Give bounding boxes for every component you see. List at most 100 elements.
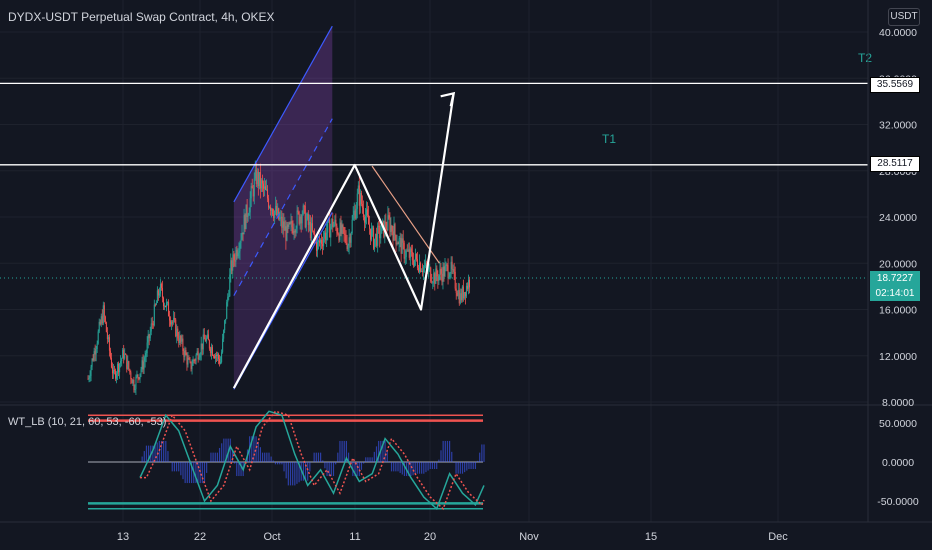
candle-body [419, 262, 420, 272]
candle-body [376, 233, 378, 246]
price-tag-last: 18.7227 02:14:01 [870, 271, 920, 301]
candle-body [417, 267, 419, 272]
price-tag-resistance-2: 28.5117 [870, 156, 920, 172]
candle-body [241, 232, 243, 240]
candle-body [405, 250, 407, 258]
candle-body [462, 286, 464, 299]
candle-body [285, 226, 287, 241]
candle-body [145, 353, 147, 358]
time-tick-label: Oct [263, 531, 280, 543]
candle-body [282, 221, 284, 228]
candle-body [169, 316, 171, 321]
countdown: 02:14:01 [875, 288, 915, 299]
candle-body [370, 228, 372, 240]
candle-body [156, 290, 158, 303]
candle-body [396, 243, 398, 245]
candle-body [338, 234, 340, 241]
candle-body [130, 372, 132, 380]
candle-body [263, 186, 265, 189]
candle-body [447, 265, 449, 279]
candle-body [464, 292, 466, 297]
candle-body [147, 334, 149, 343]
candle-body [97, 331, 99, 344]
indicator-title: WT_LB (10, 21, 60, 53, -60, -53) [8, 416, 167, 428]
candle-body [398, 238, 400, 245]
candle-body [175, 319, 177, 337]
candle-body [429, 267, 431, 269]
candle-body [390, 225, 392, 233]
candle-body [351, 219, 353, 234]
candle-body [240, 239, 242, 243]
candle-body [308, 221, 310, 225]
candle-body [425, 262, 427, 267]
candle-body [221, 352, 223, 363]
candle-body [280, 216, 282, 218]
currency-button[interactable]: USDT [888, 8, 920, 26]
candle-body [119, 363, 121, 373]
candle-body [445, 264, 447, 266]
candle-body [133, 379, 135, 391]
candle-body [336, 225, 338, 234]
candle-body [193, 359, 195, 361]
candle-body [100, 316, 102, 325]
pattern-path [232, 93, 455, 389]
indicator-tick-label: 0.0000 [882, 457, 914, 469]
candle-body [247, 215, 249, 218]
t1-label: T1 [602, 132, 616, 146]
candles [87, 160, 470, 396]
price-tick-label: 12.0000 [879, 351, 917, 363]
time-tick-label: Nov [519, 531, 539, 543]
candle-body [212, 355, 214, 357]
candle-body [455, 288, 457, 293]
candle-body [158, 293, 160, 296]
candle-body [227, 296, 229, 303]
candle-body [92, 358, 94, 361]
candle-body [379, 226, 381, 239]
candle-body [126, 354, 128, 369]
candle-body [414, 253, 416, 260]
candle-body [154, 304, 156, 306]
candle-body [178, 338, 180, 344]
candle-body [373, 227, 375, 249]
candle-body [459, 293, 461, 304]
candle-body [172, 321, 174, 323]
candle-body [395, 235, 397, 245]
candle-body [439, 268, 441, 275]
candle-body [194, 360, 196, 361]
candle-body [258, 172, 260, 187]
candle-body [356, 193, 358, 209]
candle-body [458, 289, 460, 304]
candle-body [321, 239, 323, 244]
candle-body [103, 305, 105, 317]
candle-body [275, 205, 277, 211]
candle-body [250, 185, 252, 199]
candle-body [284, 226, 286, 231]
candle-body [143, 361, 145, 370]
candle-body [345, 234, 347, 243]
candle-body [368, 215, 369, 225]
time-tick-label: 22 [194, 531, 206, 543]
candle-body [276, 205, 278, 216]
candle-body [402, 238, 404, 243]
candle-body [392, 231, 394, 241]
candle-body [88, 378, 90, 380]
candle-body [144, 357, 146, 362]
candle-body [105, 322, 107, 333]
candle-body [132, 379, 134, 384]
candle-body [312, 230, 314, 232]
candle-body [404, 257, 406, 259]
candle-body [228, 296, 230, 298]
candle-body [160, 283, 162, 288]
candle-body [104, 316, 106, 323]
candle-body [159, 283, 161, 294]
indicator-tick-label: 50.0000 [879, 418, 917, 430]
candle-body [236, 249, 238, 257]
candle-body [219, 358, 221, 364]
candle-body [315, 239, 317, 251]
candle-body [313, 231, 315, 238]
candle-body [323, 238, 325, 247]
candle-body [96, 343, 98, 350]
candle-body [449, 273, 451, 278]
candle-body [150, 323, 152, 332]
